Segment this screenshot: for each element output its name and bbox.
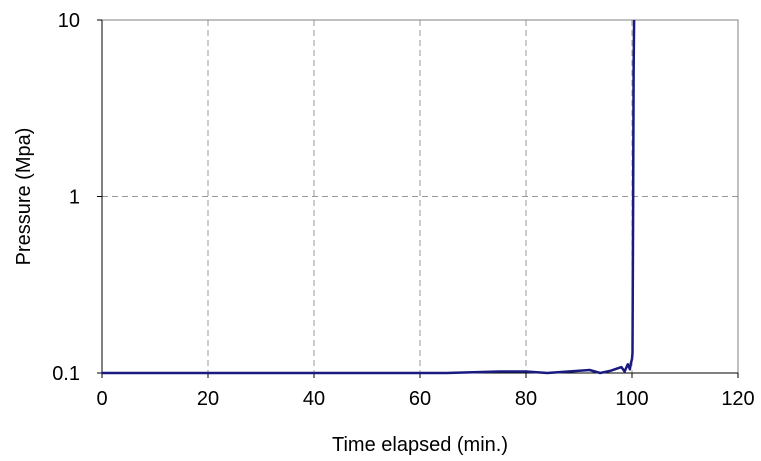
x-axis-label: Time elapsed (min.) — [332, 434, 508, 456]
y-axis-ticks: 0.1 1 10 — [52, 10, 102, 385]
pressure-series-line — [102, 19, 636, 375]
y-tick-label: 1 — [69, 187, 80, 209]
x-tick-label: 120 — [721, 388, 754, 410]
x-tick-label: 80 — [515, 388, 537, 410]
x-tick-label: 40 — [303, 388, 325, 410]
x-tick-label: 100 — [615, 388, 648, 410]
y-tick-label: 0.1 — [52, 363, 80, 385]
series-layer — [102, 19, 636, 375]
gridlines — [102, 20, 738, 373]
x-tick-label: 0 — [96, 388, 107, 410]
x-axis-ticks: 0 20 40 60 80 100 120 — [96, 373, 755, 410]
x-tick-label: 20 — [197, 388, 219, 410]
y-tick-label: 10 — [58, 10, 80, 32]
x-tick-label: 60 — [409, 388, 431, 410]
y-axis-label: Pressure (Mpa) — [13, 128, 35, 266]
